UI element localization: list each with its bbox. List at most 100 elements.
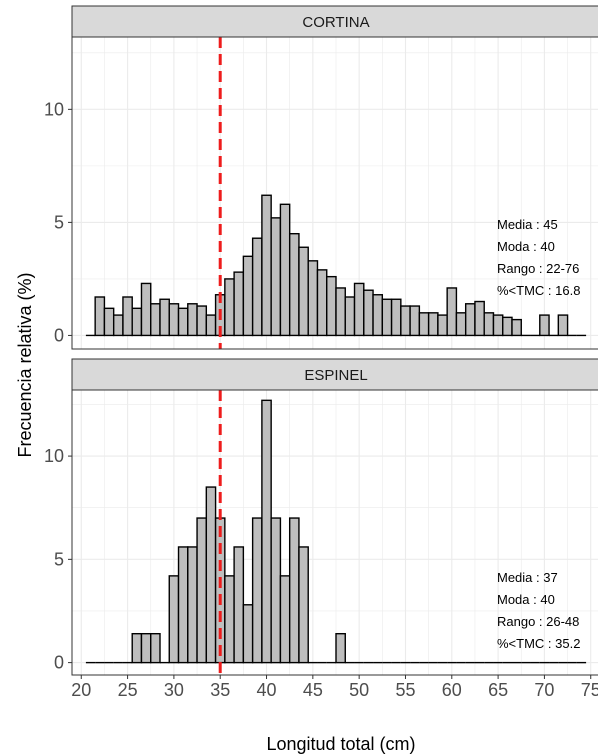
panel-cortina: CORTINA Media : 45 Moda : 40 Rango : 22-76… — [44, 5, 598, 350]
histogram-bar — [112, 314, 124, 337]
histogram-bar — [409, 305, 421, 337]
x-tick-label: 60 — [442, 680, 462, 700]
histogram-bar — [307, 260, 319, 337]
y-tick-label: 0 — [54, 653, 64, 673]
histogram-bar — [150, 632, 161, 664]
histogram-bar — [381, 298, 393, 337]
y-axis-title: Frecuencia relativa (%) — [15, 272, 35, 457]
histogram-bar — [177, 307, 189, 337]
histogram-bar — [261, 194, 272, 337]
histogram-bar — [131, 307, 143, 337]
histogram-bar — [187, 546, 198, 664]
histogram-bar — [316, 269, 328, 337]
histogram-bar — [455, 312, 467, 337]
histogram-bar — [251, 237, 263, 337]
histogram-bar — [251, 517, 263, 664]
y-tick-label: 10 — [44, 99, 64, 119]
histogram-bar — [242, 255, 254, 337]
histogram-bar — [214, 517, 226, 664]
histogram-bar — [288, 517, 300, 664]
panel-cortina-border — [71, 36, 598, 350]
x-axis: 20 25 30 35 40 45 50 55 60 65 70 75 — [71, 675, 598, 700]
histogram-bar — [390, 298, 402, 337]
histogram-bar — [159, 298, 170, 337]
y-tick-label: 0 — [54, 325, 64, 345]
strip-cortina-bg — [71, 5, 598, 38]
panel-espinel: ESPINEL Media : 37 Moda : 40 Rango : 26-48… — [44, 358, 598, 676]
histogram-bar — [344, 296, 356, 337]
stat-line: Moda : 40 — [497, 239, 555, 254]
panel-cortina-stats: Media : 45 Moda : 40 Rango : 22-76 %<TMC : … — [497, 217, 580, 298]
x-tick-label: 30 — [164, 680, 184, 700]
x-tick-label: 40 — [257, 680, 277, 700]
panel-espinel-bars — [85, 399, 587, 664]
histogram-bar — [140, 282, 152, 337]
x-tick-label: 35 — [210, 680, 230, 700]
histogram-bar — [502, 316, 513, 337]
y-tick-label: 5 — [54, 549, 64, 569]
histogram-bar — [427, 312, 439, 337]
histogram-bar — [196, 305, 208, 337]
x-tick-label: 55 — [395, 680, 415, 700]
histogram-bar — [150, 303, 161, 337]
x-tick-label: 70 — [534, 680, 554, 700]
histogram-bar — [298, 546, 309, 664]
strip-cortina-label: CORTINA — [302, 14, 369, 31]
histogram-bar — [233, 546, 245, 664]
histogram-bar — [483, 312, 495, 337]
histogram-bar — [326, 275, 337, 337]
panel-espinel-stats: Media : 37 Moda : 40 Rango : 26-48 %<TMC : … — [497, 570, 580, 651]
x-tick-label: 65 — [488, 680, 508, 700]
panel-espinel-y-axis: 0 5 10 — [44, 446, 72, 673]
histogram-bar — [187, 303, 198, 337]
histogram-bar — [511, 318, 522, 337]
stat-line: Media : 37 — [497, 570, 558, 585]
histogram-bar — [353, 282, 365, 337]
x-axis-title: Longitud total (cm) — [266, 734, 415, 754]
histogram-bar — [140, 632, 152, 664]
histogram-bar — [372, 294, 384, 337]
histogram-bar — [464, 303, 476, 337]
histogram-bar — [474, 300, 485, 337]
panel-cortina-bars — [85, 194, 587, 337]
histogram-bar — [233, 271, 245, 337]
stat-line: Rango : 22-76 — [497, 261, 579, 276]
histogram-bar — [288, 232, 300, 337]
histogram-bar — [168, 303, 180, 337]
x-tick-label: 50 — [349, 680, 369, 700]
x-tick-label: 25 — [118, 680, 138, 700]
panel-espinel-border — [71, 389, 598, 676]
stat-line: Media : 45 — [497, 217, 558, 232]
x-tick-label: 20 — [71, 680, 91, 700]
x-tick-label: 45 — [303, 680, 323, 700]
histogram-bar — [270, 517, 282, 664]
histogram-bar — [224, 575, 235, 664]
histogram-bar — [205, 314, 217, 337]
y-tick-label: 5 — [54, 212, 64, 232]
histogram-bar — [177, 546, 189, 664]
panel-cortina-y-axis: 0 5 10 — [44, 99, 72, 345]
histogram-bar — [335, 287, 346, 337]
histogram-bar — [131, 632, 143, 664]
histogram-bar — [279, 203, 291, 337]
histogram-bar — [437, 314, 448, 337]
histogram-bar — [298, 246, 309, 337]
histogram-bar — [168, 575, 180, 664]
stat-line: Moda : 40 — [497, 592, 555, 607]
histogram-bar — [557, 314, 569, 337]
stat-line: Rango : 26-48 — [497, 614, 579, 629]
histogram-bar — [539, 314, 550, 337]
histogram-bar — [224, 278, 235, 337]
y-tick-label: 10 — [44, 446, 64, 466]
histogram-bar — [103, 307, 115, 337]
histogram-bar — [363, 289, 374, 337]
strip-espinel-label: ESPINEL — [304, 367, 367, 384]
histogram-bar — [270, 217, 282, 337]
histogram-bar — [492, 314, 504, 337]
histogram-bar — [279, 575, 291, 664]
histogram-bar — [242, 604, 254, 664]
histogram-bar — [94, 296, 106, 337]
stat-line: %<TMC : 35.2 — [497, 636, 580, 651]
histogram-bar — [196, 517, 208, 664]
